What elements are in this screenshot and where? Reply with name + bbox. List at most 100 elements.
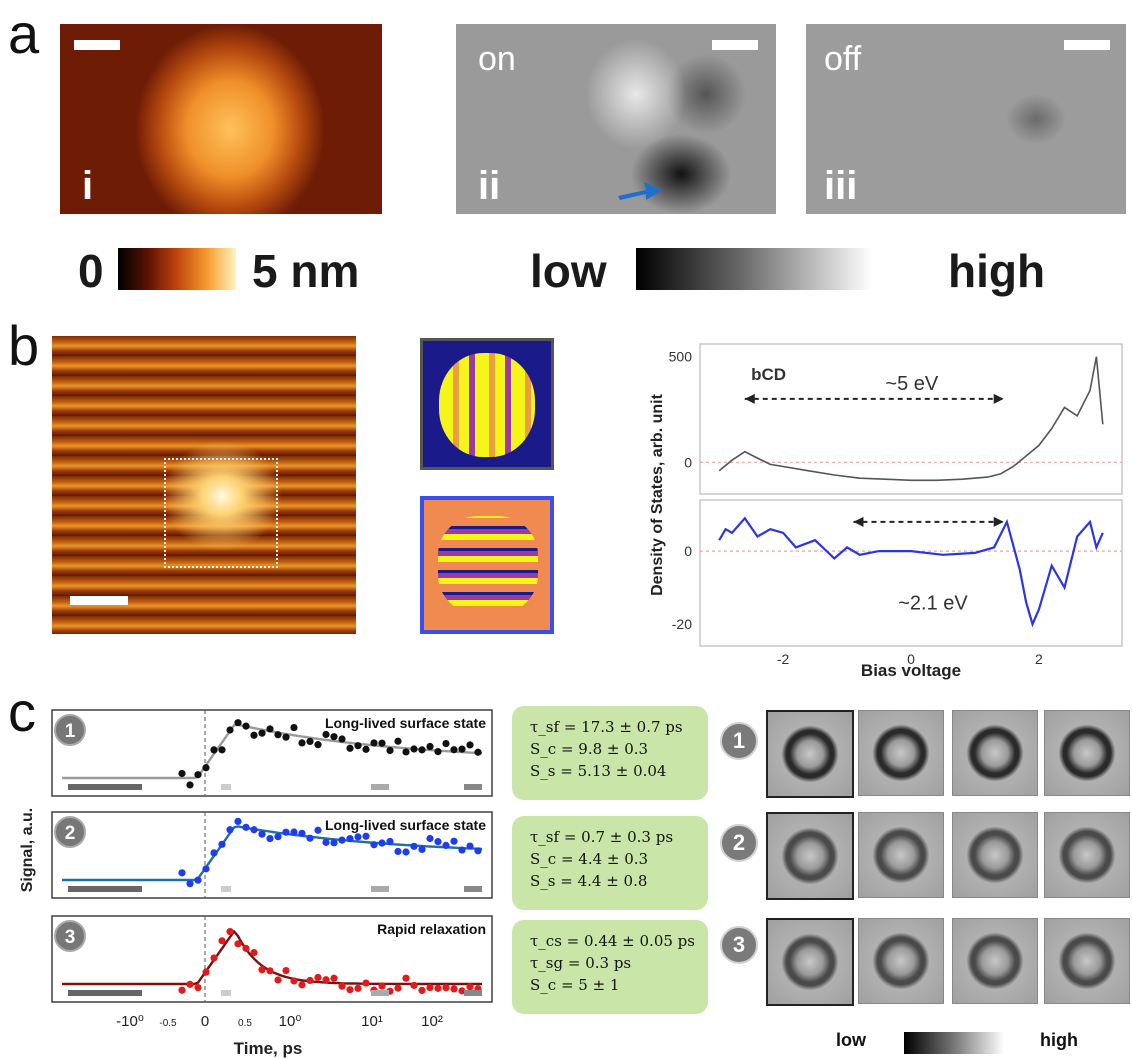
data-point [330,733,338,741]
row-marker-2: 2 [720,824,758,862]
mode-label-on: on [478,40,516,78]
window-bar [68,784,142,790]
row-marker-1: 1 [720,722,758,760]
data-point [442,984,450,992]
data-point [298,739,306,747]
data-point [242,823,250,831]
data-point [418,986,426,995]
trace-frame [51,811,493,899]
data-point [258,966,266,974]
data-point [210,954,218,962]
data-point [314,741,322,749]
trace-frame [51,709,493,797]
ytick-label: 0 [684,543,692,559]
data-point [282,966,290,975]
data-point [450,837,458,845]
data-point [378,739,386,747]
data-point [346,986,354,994]
signal-ylabel: Signal, a.u. [19,808,36,892]
data-point [226,826,234,834]
data-point [402,974,410,982]
selection-box [164,458,278,568]
series-line [718,356,1104,482]
data-point [282,828,290,836]
tile-label-iii: iii [824,164,858,208]
data-point [298,829,306,837]
data-point [178,769,186,778]
data-point [322,976,330,984]
window-bar [221,784,231,790]
xtick-label: -0.5 [159,1018,177,1029]
dos-xlabel: Bias voltage [861,661,961,680]
scale-bar [70,596,128,605]
data-point [274,976,282,984]
scale-bar [74,40,120,50]
data-point [450,985,458,993]
data-point [186,781,194,789]
series-line [718,516,1104,628]
data-point [290,977,298,985]
window-bar [464,990,482,996]
time-xlabel: Time, ps [234,1039,303,1058]
data-point [474,748,482,756]
row-index-marker [54,920,86,952]
data-point [306,737,314,746]
panel-a-letter: a [8,2,40,65]
panel-b-letter: b [8,314,40,377]
data-point [210,746,218,754]
data-point [410,842,418,850]
contrast-colorbar [636,248,872,290]
xtick-label: 10¹ [361,1013,383,1030]
stem-image-tile [858,710,944,796]
data-point [458,846,466,854]
xtick-label: 10⁰ [279,1013,302,1030]
data-point [322,730,330,739]
contrast-colorbar-c-high-label: high [1040,1030,1078,1050]
arrow-icon [618,182,662,200]
data-point [186,880,194,888]
contrast-colorbar-high-label: high [948,245,1046,297]
data-point [338,982,346,990]
tile-label-ii: ii [478,164,501,208]
stem-image-tile [766,918,854,1006]
stem-image-tile [952,918,1038,1004]
data-point [402,848,410,856]
data-point [250,949,258,957]
data-point [450,746,458,754]
data-point [306,976,314,985]
data-point [410,745,418,753]
row-index-marker [54,714,86,746]
data-point [458,987,466,995]
data-point [234,817,242,826]
data-point [202,764,210,772]
gap-label: ~5 eV [885,373,938,395]
data-point [338,735,346,743]
data-point [362,832,370,840]
material-label: bCD [751,365,786,384]
data-point [394,737,402,745]
data-point [186,980,194,988]
window-bar [221,990,231,996]
trace-title: Long-lived surface state [325,817,486,833]
stem-image-tile [952,812,1038,898]
data-point [282,733,290,741]
contrast-colorbar-c-low-label: low [836,1030,866,1050]
data-point [338,836,346,844]
data-point [362,745,370,753]
panel-c-letter: c [8,680,36,743]
data-point [290,828,298,836]
data-point [314,973,322,982]
stem-image-tile [766,710,854,798]
data-point [354,833,362,841]
data-point [370,739,378,747]
data-point [466,842,474,850]
data-point [330,974,338,982]
data-point [418,845,426,854]
fit-params-box-2: τ_sf = 0.7 ± 0.3 ps S_c = 4.4 ± 0.3 S_s = … [512,816,708,910]
window-bar [68,886,142,892]
data-point [466,983,474,991]
data-point [202,968,210,976]
xtick-label: 10² [421,1013,443,1030]
window-bar [464,886,482,892]
window-bar [464,784,482,790]
